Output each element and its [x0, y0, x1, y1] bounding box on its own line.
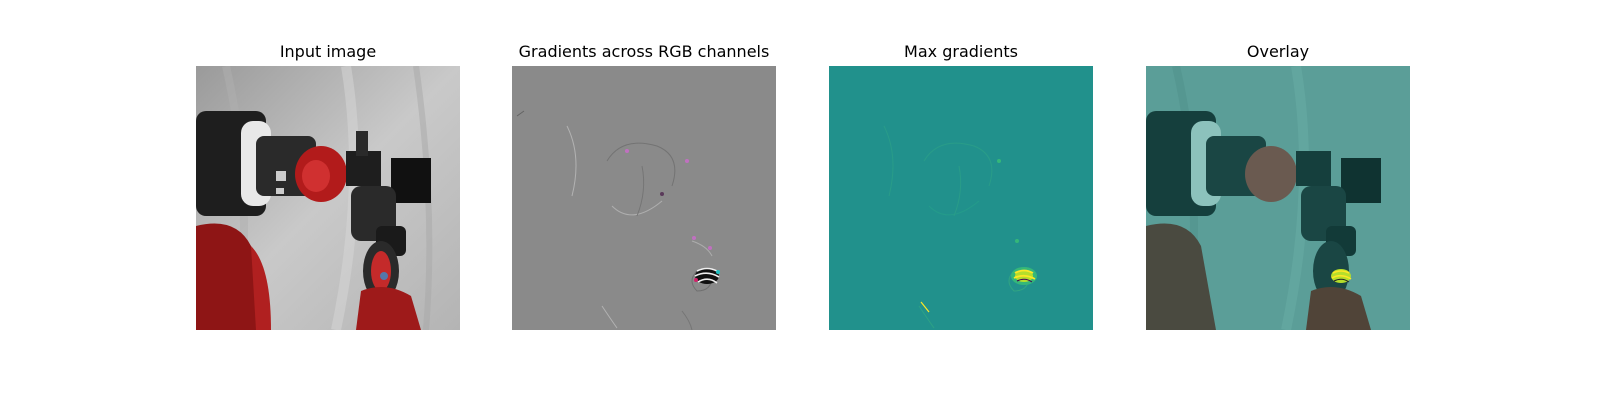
- rgb-gradients-panel: [512, 66, 776, 330]
- robot-arm-photo: [196, 66, 460, 330]
- gradient-hotspot: [694, 267, 720, 284]
- panel-title-overlay: Overlay: [1246, 42, 1310, 61]
- overlay-hotspot: [1331, 269, 1352, 283]
- input-image-panel: [196, 66, 460, 330]
- max-gradient-hotspot: [1011, 267, 1037, 285]
- overlay-image: [1146, 66, 1410, 330]
- panel-title-gradients-rgb: Gradients across RGB channels: [518, 42, 770, 61]
- max-gradients-panel: [829, 66, 1093, 330]
- rgb-gradient-map: [512, 66, 776, 330]
- panel-title-max-gradients: Max gradients: [904, 42, 1018, 61]
- max-gradient-heatmap: [829, 66, 1093, 330]
- overlay-panel: [1146, 66, 1410, 330]
- panel-title-input: Input image: [279, 42, 377, 61]
